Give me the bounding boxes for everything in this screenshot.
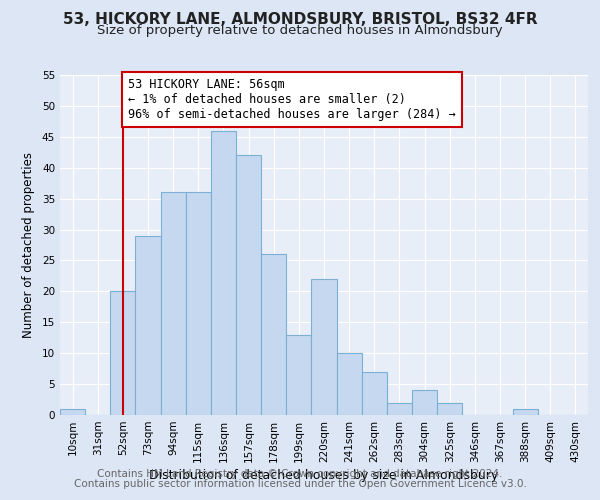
Text: 53 HICKORY LANE: 56sqm
← 1% of detached houses are smaller (2)
96% of semi-detac: 53 HICKORY LANE: 56sqm ← 1% of detached …	[128, 78, 455, 121]
Y-axis label: Number of detached properties: Number of detached properties	[22, 152, 35, 338]
Bar	[161, 192, 186, 415]
Bar	[512, 409, 538, 415]
Text: Contains public sector information licensed under the Open Government Licence v3: Contains public sector information licen…	[74, 479, 526, 489]
Text: Size of property relative to detached houses in Almondsbury: Size of property relative to detached ho…	[97, 24, 503, 37]
Text: Contains HM Land Registry data © Crown copyright and database right 2024.: Contains HM Land Registry data © Crown c…	[97, 469, 503, 479]
Bar	[136, 236, 161, 415]
Bar	[236, 156, 261, 415]
Bar	[311, 279, 337, 415]
Bar	[362, 372, 387, 415]
Bar	[286, 334, 311, 415]
Bar	[186, 192, 211, 415]
Bar	[60, 409, 85, 415]
Bar	[437, 402, 462, 415]
Bar	[337, 353, 362, 415]
Bar	[387, 402, 412, 415]
X-axis label: Distribution of detached houses by size in Almondsbury: Distribution of detached houses by size …	[149, 469, 499, 482]
Bar	[412, 390, 437, 415]
Bar	[110, 292, 136, 415]
Text: 53, HICKORY LANE, ALMONDSBURY, BRISTOL, BS32 4FR: 53, HICKORY LANE, ALMONDSBURY, BRISTOL, …	[62, 12, 538, 28]
Bar	[211, 130, 236, 415]
Bar	[261, 254, 286, 415]
